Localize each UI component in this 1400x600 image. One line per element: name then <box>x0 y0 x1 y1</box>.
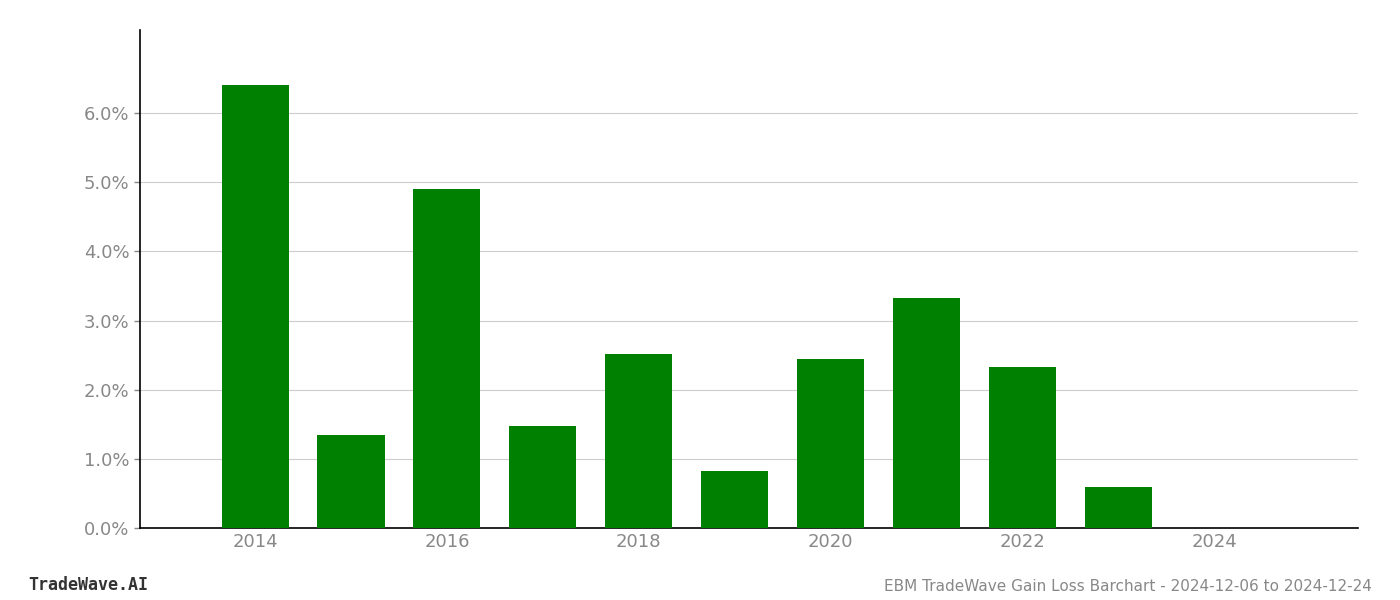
Bar <box>510 427 577 528</box>
Bar <box>988 367 1056 528</box>
Text: EBM TradeWave Gain Loss Barchart - 2024-12-06 to 2024-12-24: EBM TradeWave Gain Loss Barchart - 2024-… <box>885 579 1372 594</box>
Text: TradeWave.AI: TradeWave.AI <box>28 576 148 594</box>
Bar <box>318 434 385 528</box>
Bar <box>797 359 864 528</box>
Bar <box>701 470 769 528</box>
Bar <box>893 298 960 528</box>
Bar <box>1085 487 1152 528</box>
Bar <box>413 189 480 528</box>
Bar <box>221 85 288 528</box>
Bar <box>605 355 672 528</box>
